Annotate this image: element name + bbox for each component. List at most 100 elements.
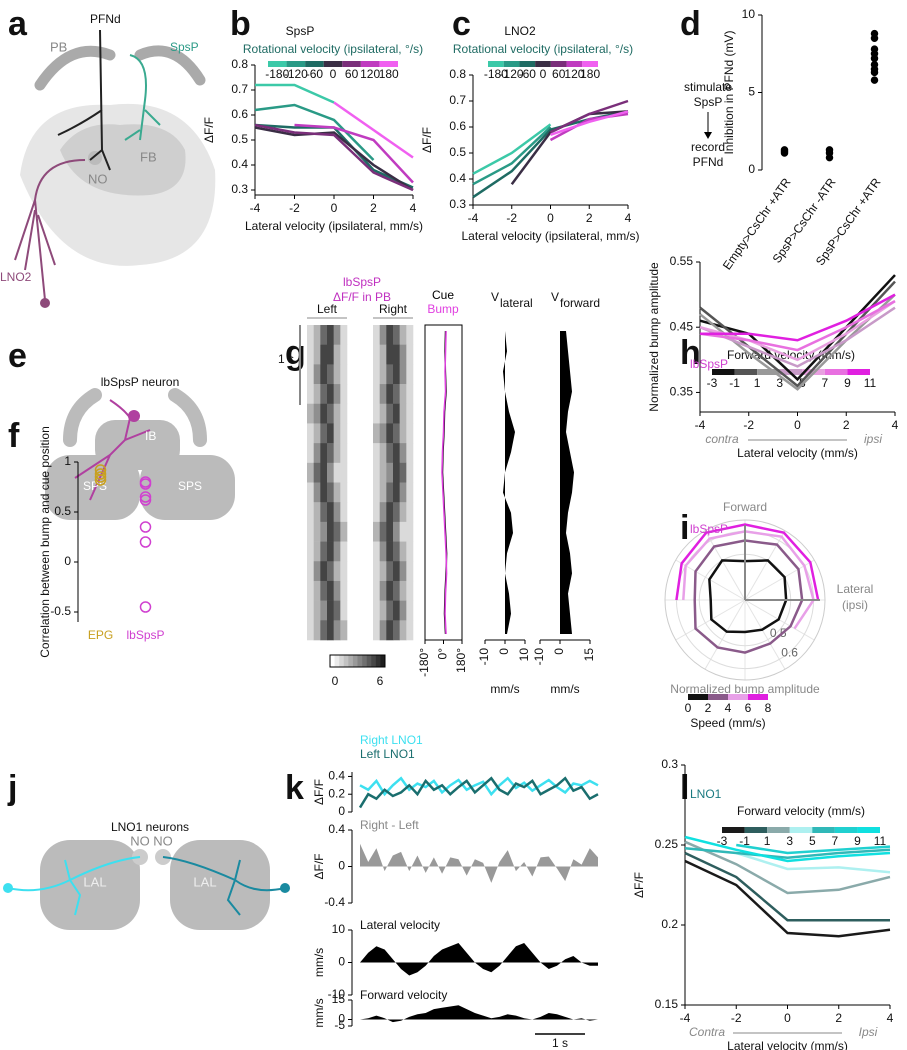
legend-swatch	[757, 369, 780, 375]
diagram-a: PB PFNd SpsP FB NO LNO2	[0, 12, 216, 308]
line	[699, 274, 896, 382]
heat-cell	[313, 502, 321, 523]
polar-spoke	[744, 559, 815, 601]
subplot-title: Right - Left	[360, 818, 419, 832]
heat-cell	[373, 403, 380, 424]
heat-cell	[320, 462, 328, 483]
heat-cell	[327, 403, 334, 424]
line	[294, 123, 414, 184]
heat-cell	[386, 561, 394, 582]
colorbar-tick-label: -1	[729, 376, 740, 390]
chart-title: SpsP	[286, 24, 315, 38]
soma	[3, 883, 13, 893]
heat-cell	[386, 482, 394, 503]
x-tick-label: 0°	[436, 648, 450, 660]
y-tick-label: 0.8	[231, 57, 248, 71]
heat-cell	[333, 384, 341, 405]
heat-cell	[320, 521, 328, 542]
diagram-j: LNO1 neurons NO NO LAL LAL	[3, 820, 290, 930]
colorbar-step	[339, 655, 345, 667]
heat-cell	[313, 541, 321, 562]
heat-cell	[313, 580, 321, 601]
heat-cell	[333, 403, 341, 424]
panel-label: j	[7, 769, 17, 807]
heat-cell	[340, 620, 348, 641]
panel-label: d	[680, 5, 701, 43]
chart-subtitle: ΔF/F in PB	[333, 290, 391, 304]
heat-cell	[307, 502, 314, 523]
heat-cell	[340, 462, 348, 483]
legend-swatch	[519, 61, 536, 67]
heat-cell	[386, 541, 394, 562]
heat-cell	[386, 325, 394, 345]
heat-cell	[406, 561, 414, 582]
legend-label: 180	[580, 67, 600, 81]
legend-swatch	[503, 61, 520, 67]
x-tick-label: -2	[731, 1011, 742, 1025]
protocol-label: PFNd	[693, 155, 724, 169]
legend-swatch	[712, 369, 735, 375]
heat-cell	[320, 325, 328, 345]
y-tick-label: -5	[334, 1018, 345, 1032]
colorbar-tick-label: 1	[764, 834, 771, 848]
heat-cell	[379, 344, 387, 365]
heat-cell	[333, 462, 341, 483]
y-tick-label: 0.2	[661, 917, 678, 931]
heat-cell	[333, 364, 341, 385]
x-tick-label: lbSpsP	[126, 628, 164, 642]
heat-cell	[320, 620, 328, 641]
legend-label: Right LNO1	[360, 733, 423, 747]
colorbar-tick-label: 11	[874, 834, 887, 848]
y-tick-label: 0	[338, 804, 345, 818]
colorbar-tick-label: 7	[822, 376, 829, 390]
heat-cell	[406, 325, 414, 345]
colorbar-tick-label: -3	[707, 376, 718, 390]
heat-cell	[340, 482, 348, 503]
legend-swatch	[789, 827, 813, 833]
legend-swatch	[488, 61, 504, 67]
panel-label: f	[8, 417, 20, 455]
heat-cell	[406, 384, 414, 405]
line	[472, 126, 552, 186]
y-tick-label: 0.6	[231, 107, 248, 121]
colorbar-title: Forward velocity (mm/s)	[737, 804, 865, 818]
y-tick-label: 0.55	[670, 254, 694, 268]
sps-shape	[45, 455, 140, 520]
legend-label: 120	[360, 67, 380, 81]
heat-cell	[379, 423, 387, 444]
line	[684, 859, 891, 938]
heat-cell	[399, 443, 407, 464]
heat-cell	[340, 600, 348, 621]
heat-cell	[373, 600, 380, 621]
colorbar-step	[366, 655, 372, 667]
x-axis-label: Lateral velocity (mm/s)	[737, 446, 858, 460]
axis-label: Lateral	[837, 582, 874, 596]
lno2-neuron	[14, 159, 86, 301]
panel-label: e	[8, 337, 27, 375]
line	[699, 300, 896, 352]
soma	[280, 883, 290, 893]
heat-cell	[307, 344, 314, 365]
x-axis-label: Lateral velocity (mm/s)	[727, 1039, 848, 1050]
lno1-neuron	[162, 856, 286, 916]
data-point	[94, 471, 107, 483]
heat-cell	[320, 600, 328, 621]
sps-shape	[140, 455, 235, 520]
heat-cell	[307, 600, 314, 621]
polar-ring	[664, 519, 826, 681]
subplot-title: Forward velocity	[360, 988, 447, 1002]
heat-cell	[373, 344, 380, 365]
line	[472, 123, 552, 175]
line	[254, 103, 375, 161]
x-tick-label: 4	[410, 201, 417, 215]
x-tick-label: -4	[468, 211, 479, 225]
line	[684, 835, 891, 863]
line	[254, 126, 414, 192]
heat-cell	[307, 443, 314, 464]
heat-cell	[379, 364, 387, 385]
r-tick-label: 0.6	[781, 646, 798, 660]
heat-cell	[307, 325, 314, 345]
line	[549, 99, 629, 134]
colorbar-tick-label: 6	[745, 701, 752, 715]
